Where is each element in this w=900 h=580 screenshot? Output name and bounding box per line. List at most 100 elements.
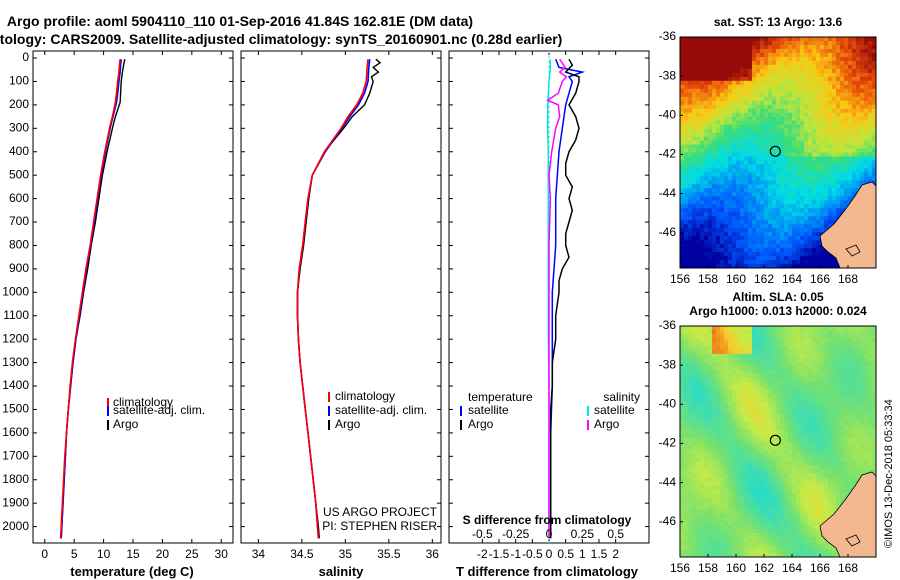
- map-cell: [728, 220, 733, 225]
- map-cell: [728, 256, 733, 261]
- map-cell: [708, 164, 713, 169]
- map-cell: [816, 68, 821, 74]
- map-cell: [800, 240, 805, 245]
- map-cell: [776, 104, 781, 109]
- map-cell: [768, 192, 773, 197]
- map-cell: [844, 469, 849, 474]
- map-cell: [680, 200, 685, 205]
- map-cell: [736, 96, 741, 102]
- map-cell: [776, 248, 781, 253]
- map-cell: [716, 56, 721, 62]
- map-cell: [740, 461, 745, 466]
- map-cell: [836, 453, 841, 458]
- map-cell: [712, 224, 717, 229]
- map-cell: [696, 256, 701, 261]
- map-cell: [840, 337, 845, 343]
- map-cell: [756, 349, 761, 355]
- map-cell: [680, 421, 685, 426]
- map-cell: [852, 96, 857, 102]
- map-cell: [792, 104, 797, 109]
- map-cell: [776, 200, 781, 205]
- map-cell: [844, 425, 849, 430]
- map-cell: [720, 40, 725, 46]
- map-cell: [696, 37, 701, 42]
- map-cell: [808, 232, 813, 237]
- map-cell: [688, 457, 693, 462]
- map-cell: [724, 220, 729, 225]
- map-cell: [680, 345, 685, 351]
- map-cell: [680, 204, 685, 209]
- map-cell: [728, 236, 733, 241]
- map-cell: [768, 232, 773, 237]
- map-cell: [684, 216, 689, 221]
- map-cell: [820, 389, 825, 394]
- map-cell: [756, 465, 761, 470]
- map-cell: [744, 144, 749, 149]
- map-cell: [696, 252, 701, 257]
- map-cell: [700, 100, 705, 105]
- map-cell: [808, 264, 813, 269]
- map-cell: [864, 361, 869, 367]
- map-cell: [716, 208, 721, 213]
- map-cell: [712, 353, 717, 359]
- map-cell: [848, 405, 853, 410]
- map-cell: [848, 433, 853, 438]
- map-cell: [764, 76, 769, 82]
- map-cell: [688, 44, 693, 50]
- map-cell: [848, 361, 853, 367]
- map-cell: [800, 349, 805, 355]
- map-cell: [780, 373, 785, 379]
- map-cell: [804, 128, 809, 133]
- map-cell: [800, 244, 805, 249]
- map-lon-label: 162: [754, 272, 774, 286]
- map-cell: [696, 68, 701, 74]
- map-cell: [860, 393, 865, 398]
- map-cell: [756, 60, 761, 66]
- difference-x-axis: -2 -1.5 -1 -0.5 0 0.5 1 1.5 2: [477, 51, 619, 561]
- map-cell: [696, 469, 701, 474]
- map-cell: [736, 264, 741, 269]
- map-cell: [760, 365, 765, 371]
- map-cell: [692, 112, 697, 117]
- map-cell: [756, 56, 761, 62]
- map-cell: [752, 232, 757, 237]
- map-cell: [744, 417, 749, 422]
- map-cell: [832, 200, 837, 205]
- map-cell: [804, 52, 809, 58]
- map-cell: [820, 377, 825, 383]
- map-cell: [772, 256, 777, 261]
- map-cell: [860, 329, 865, 335]
- map-cell: [704, 124, 709, 129]
- map-cell: [852, 100, 857, 105]
- map-cell: [756, 453, 761, 458]
- map-cell: [836, 425, 841, 430]
- map-cell: [768, 256, 773, 261]
- map-cell: [732, 240, 737, 245]
- map-cell: [744, 228, 749, 233]
- map-cell: [744, 465, 749, 470]
- map-cell: [696, 236, 701, 241]
- map-cell: [748, 409, 753, 414]
- map-cell: [720, 326, 725, 331]
- map-cell: [800, 40, 805, 46]
- map-cell: [776, 465, 781, 470]
- map-cell: [692, 152, 697, 157]
- map-cell: [736, 349, 741, 355]
- map-cell: [724, 84, 729, 90]
- map-cell: [704, 64, 709, 70]
- map-cell: [832, 413, 837, 418]
- map-cell: [748, 180, 753, 185]
- map-cell: [868, 120, 873, 125]
- map-cell: [728, 405, 733, 410]
- map-cell: [700, 168, 705, 173]
- map-cell: [872, 48, 877, 54]
- map-cell: [740, 361, 745, 367]
- map-cell: [756, 200, 761, 205]
- map-cell: [868, 144, 873, 149]
- map-cell: [792, 136, 797, 141]
- map-cell: [764, 256, 769, 261]
- depth-axis: 0100200300400500600700800900100011001200…: [2, 50, 233, 533]
- map-cell: [744, 168, 749, 173]
- map-cell: [752, 108, 757, 113]
- map-cell: [776, 445, 781, 450]
